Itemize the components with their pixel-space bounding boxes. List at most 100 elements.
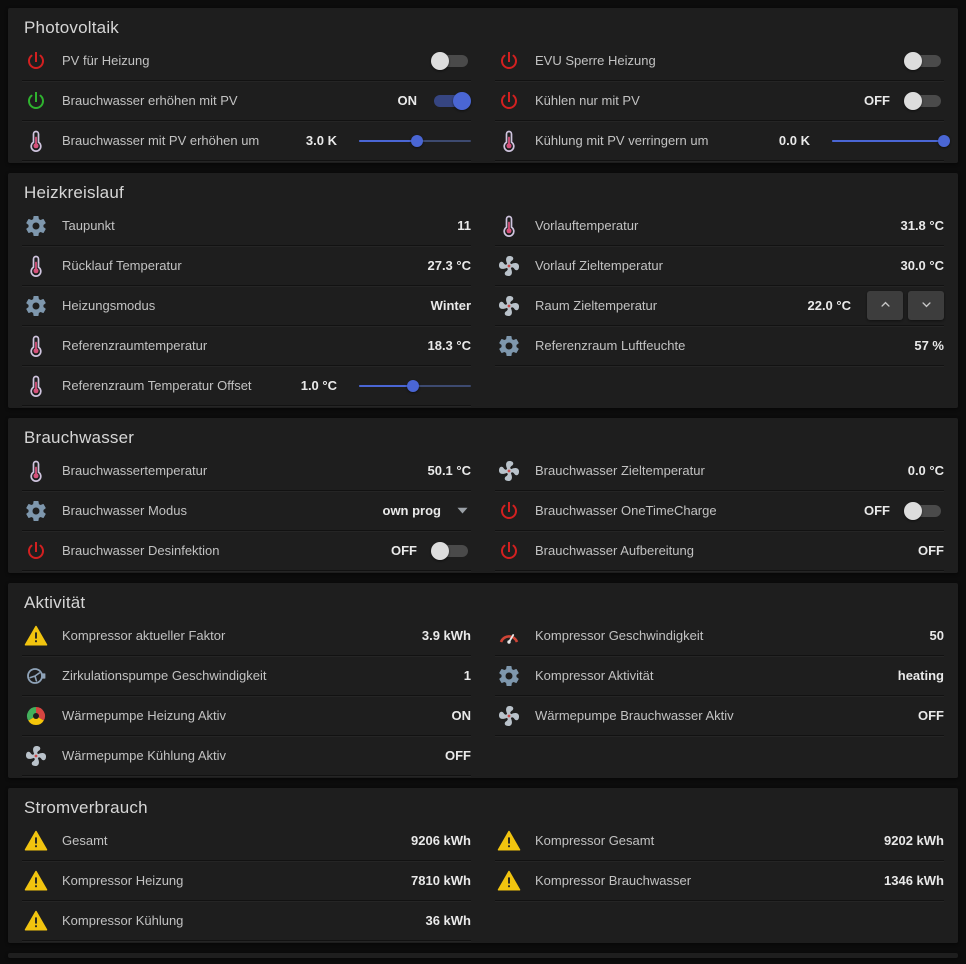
entity-row: Kompressor Geschwindigkeit 50 [495, 616, 944, 656]
entity-value: OFF [918, 708, 944, 723]
toggle-knob [453, 91, 471, 110]
section-columns: Taupunkt 11 Rücklauf Temperatur 27.3 °C Heiz… [8, 206, 958, 408]
entity-column: Brauchwassertemperatur 50.1 °C Brauchwasse… [10, 451, 483, 571]
section-card: Aktivität Kompressor aktueller Faktor 3.9 … [8, 583, 958, 778]
entity-value: 50 [929, 628, 944, 643]
entity-value: 18.3 °C [427, 338, 471, 353]
slider-fill [832, 139, 944, 142]
slider[interactable] [359, 132, 471, 150]
fan-icon [497, 459, 521, 483]
entity-label: Kompressor Aktivität [535, 668, 654, 683]
entity-label: Brauchwasser OneTimeCharge [535, 503, 717, 518]
section-card: Brauchwasser Brauchwassertemperatur 50.1 °… [8, 418, 958, 573]
entity-value: heating [897, 668, 944, 683]
entity-row: Wärmepumpe Kühlung Aktiv OFF [22, 736, 471, 776]
toggle-switch[interactable] [904, 501, 944, 521]
toggle-knob [431, 51, 449, 70]
entity-label: Wärmepumpe Kühlung Aktiv [62, 748, 227, 763]
warning-icon [24, 829, 48, 853]
slider-knob[interactable] [938, 134, 950, 147]
dropdown-arrow-icon[interactable] [457, 507, 468, 514]
entity-label: Taupunkt [62, 218, 115, 233]
entity-label: Wärmepumpe Brauchwasser Aktiv [535, 708, 734, 723]
warning-icon [497, 829, 521, 853]
next-card-edge [8, 953, 958, 958]
entity-row: Referenzraumtemperatur 18.3 °C [22, 326, 471, 366]
slider-knob[interactable] [406, 379, 419, 392]
entity-value: 3.0 K [305, 133, 337, 148]
power-red-icon [24, 539, 48, 563]
entity-label: Vorlauftemperatur [535, 218, 639, 233]
section-columns: Kompressor aktueller Faktor 3.9 kWh Zirkul… [8, 616, 958, 778]
entity-value: ON [451, 708, 472, 723]
entity-row: Referenzraum Luftfeuchte 57 % [495, 326, 944, 366]
power-red-icon [497, 499, 521, 523]
entity-value: OFF [918, 543, 944, 558]
slider[interactable] [832, 132, 950, 150]
entity-value: Winter [430, 298, 471, 313]
entity-label: Brauchwasser erhöhen mit PV [62, 93, 238, 108]
thermometer-icon [497, 129, 521, 153]
fan-color-icon [24, 704, 48, 728]
entity-value: 50.1 °C [427, 463, 471, 478]
section-title: Aktivität [24, 593, 86, 612]
entity-label: EVU Sperre Heizung [535, 53, 656, 68]
gear-icon [497, 664, 521, 688]
entity-label: Kompressor Gesamt [535, 833, 655, 848]
toggle-knob [904, 91, 922, 110]
toggle-switch[interactable] [431, 541, 471, 561]
power-red-icon [497, 89, 521, 113]
toggle-switch[interactable] [904, 51, 944, 71]
toggle-switch[interactable] [431, 91, 471, 111]
toggle-switch[interactable] [431, 51, 471, 71]
value-stepper [867, 291, 944, 320]
entity-row: Brauchwasser Modus own prog [22, 491, 471, 531]
entity-row: Wärmepumpe Brauchwasser Aktiv OFF [495, 696, 944, 736]
section-title: Stromverbrauch [24, 798, 148, 817]
entity-value: 9206 kWh [411, 833, 471, 848]
thermometer-icon [24, 374, 48, 398]
power-red-icon [24, 49, 48, 73]
fan-icon [24, 744, 48, 768]
entity-value: 31.8 °C [900, 218, 944, 233]
fan-icon [497, 254, 521, 278]
entity-label: PV für Heizung [62, 53, 150, 68]
slider[interactable] [359, 377, 471, 395]
entity-row: Taupunkt 11 [22, 206, 471, 246]
section-columns: PV für Heizung Brauchwasser erhöhen mit P… [8, 41, 958, 163]
entity-row: Vorlauf Zieltemperatur 30.0 °C [495, 246, 944, 286]
entity-label: Kompressor Kühlung [62, 913, 184, 928]
decrease-button[interactable] [908, 291, 944, 320]
gear-icon [24, 499, 48, 523]
section-card: Stromverbrauch Gesamt 9206 kWh Kompressor H… [8, 788, 958, 943]
entity-column: Vorlauftemperatur 31.8 °C Vorlauf Zieltemp… [483, 206, 956, 406]
gauge-icon [497, 624, 521, 648]
section-card: Photovoltaik PV für Heizung Brauchwasser e… [8, 8, 958, 163]
entity-column: Taupunkt 11 Rücklauf Temperatur 27.3 °C Heiz… [10, 206, 483, 406]
toggle-switch[interactable] [904, 91, 944, 111]
thermometer-icon [24, 334, 48, 358]
entity-column: Brauchwasser Zieltemperatur 0.0 °C Brauchw… [483, 451, 956, 571]
warning-icon [24, 624, 48, 648]
warning-icon [24, 909, 48, 933]
entity-value: 9202 kWh [884, 833, 944, 848]
entity-row: Kompressor aktueller Faktor 3.9 kWh [22, 616, 471, 656]
entity-row: Kompressor Heizung 7810 kWh [22, 861, 471, 901]
entity-label: Zirkulationspumpe Geschwindigkeit [62, 668, 267, 683]
gear-icon [24, 214, 48, 238]
thermometer-icon [24, 129, 48, 153]
warning-icon [497, 869, 521, 893]
entity-column: Kompressor Gesamt 9202 kWh Kompressor Brau… [483, 821, 956, 941]
gear-icon [497, 334, 521, 358]
entity-row: Referenzraum Temperatur Offset 1.0 °C [22, 366, 471, 406]
entity-row: Zirkulationspumpe Geschwindigkeit 1 [22, 656, 471, 696]
increase-button[interactable] [867, 291, 903, 320]
entity-label: Kompressor Heizung [62, 873, 184, 888]
entity-label: Brauchwasser Desinfektion [62, 543, 220, 558]
entity-row: Kompressor Brauchwasser 1346 kWh [495, 861, 944, 901]
entity-value: 27.3 °C [427, 258, 471, 273]
slider-knob[interactable] [411, 134, 424, 147]
entity-value: 0.0 K [778, 133, 810, 148]
entity-label: Vorlauf Zieltemperatur [535, 258, 663, 273]
power-green-icon [24, 89, 48, 113]
